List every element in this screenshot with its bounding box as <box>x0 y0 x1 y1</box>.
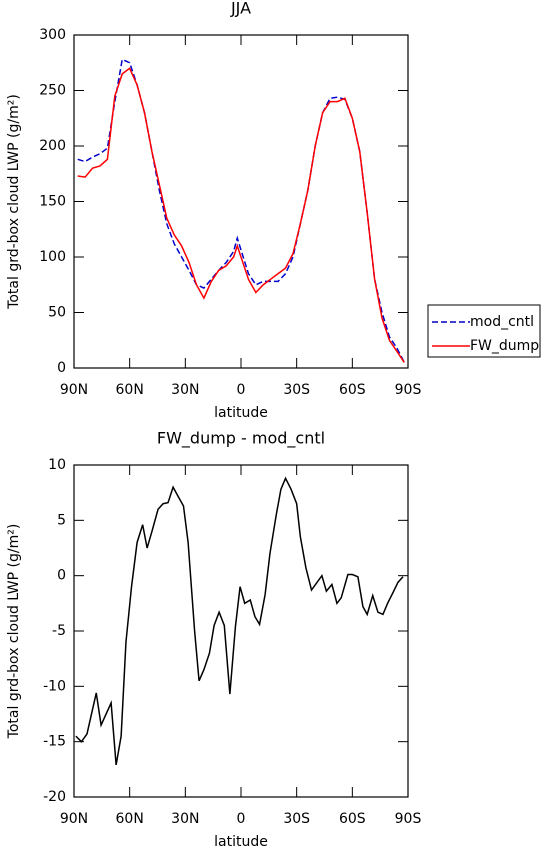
x-tick-label: 0 <box>237 382 246 398</box>
y-tick-label: 100 <box>39 249 66 265</box>
x-tick-label: 90N <box>60 811 88 827</box>
x-tick-label: 90S <box>395 382 422 398</box>
legend-box <box>427 304 541 358</box>
y-tick-label: 0 <box>57 360 66 376</box>
chart-title: JJA <box>230 0 251 18</box>
plot-frame <box>73 34 409 369</box>
series-line <box>77 67 405 363</box>
y-tick-label: -15 <box>43 734 66 750</box>
x-axis-label: latitude <box>214 405 268 421</box>
y-tick-label: 150 <box>39 194 66 210</box>
y-tick-label: 250 <box>39 83 66 99</box>
x-axis-label: latitude <box>214 834 268 850</box>
x-tick-label: 90N <box>60 382 88 398</box>
x-tick-label: 60S <box>339 382 366 398</box>
y-tick-label: 5 <box>57 512 66 528</box>
y-tick-label: -20 <box>43 789 66 805</box>
legend-label: FW_dump <box>470 338 539 354</box>
x-tick-label: 60N <box>116 811 144 827</box>
y-axis-label: Total grd-box cloud LWP (g/m²) <box>6 94 22 310</box>
y-tick-label: 200 <box>39 138 66 154</box>
x-tick-label: 30S <box>283 811 310 827</box>
series-line <box>77 58 405 363</box>
x-tick-label: 30N <box>171 382 199 398</box>
x-tick-label: 0 <box>237 811 246 827</box>
x-tick-label: 60S <box>339 811 366 827</box>
x-tick-label: 30N <box>171 811 199 827</box>
x-tick-label: 30S <box>283 382 310 398</box>
plot-frame <box>73 464 409 798</box>
legend-label: mod_cntl <box>470 314 534 330</box>
x-tick-label: 60N <box>116 382 144 398</box>
y-tick-label: -10 <box>43 678 66 694</box>
chart-title: FW_dump - mod_cntl <box>157 429 325 449</box>
x-tick-label: 90S <box>395 811 422 827</box>
y-tick-label: 10 <box>48 457 66 473</box>
y-tick-label: 50 <box>48 305 66 321</box>
y-tick-label: 300 <box>39 27 66 43</box>
data-line <box>75 476 404 766</box>
y-axis-label: Total grd-box cloud LWP (g/m²) <box>6 524 22 740</box>
y-tick-label: 0 <box>57 568 66 584</box>
y-tick-label: -5 <box>52 623 66 639</box>
